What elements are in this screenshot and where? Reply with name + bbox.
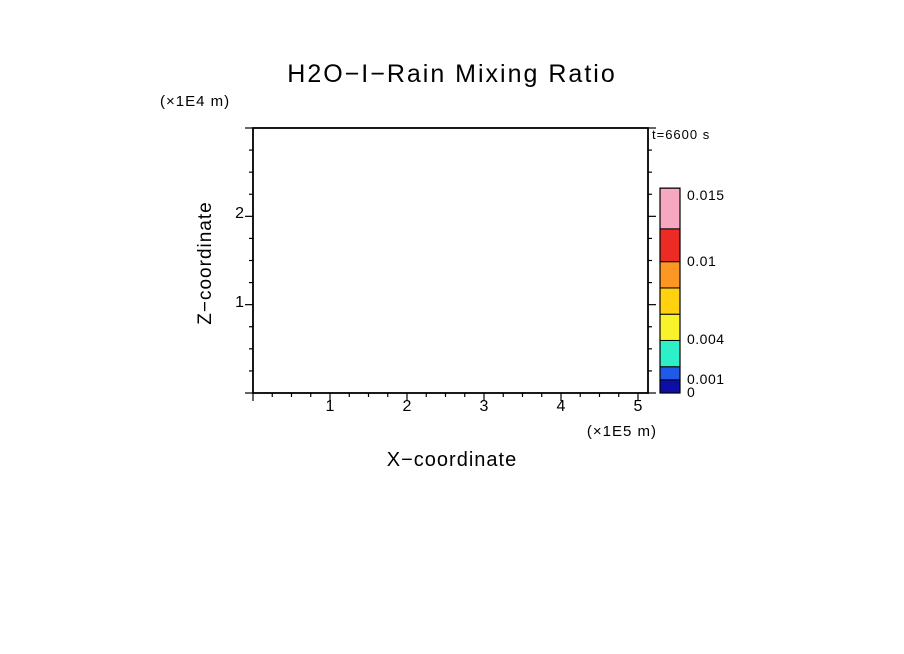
colorbar-segment [659, 379, 681, 394]
z-tick-label: 1 [235, 293, 244, 311]
colorbar-tick-label: 0.001 [687, 370, 725, 387]
x-tick-label: 3 [479, 398, 489, 415]
colorbar-tick-label: 0 [687, 384, 696, 400]
x-tick-label: 4 [556, 398, 566, 415]
chart-title: H2O−I−Rain Mixing Ratio [287, 60, 617, 88]
x-tick-label: 5 [633, 398, 643, 415]
z-axis-unit-label: (×1E4 m) [160, 93, 231, 110]
time-annotation: t=6600 s [652, 127, 711, 142]
colorbar-segment [659, 187, 681, 230]
x-tick-label: 2 [402, 398, 412, 415]
colorbar-segment [659, 313, 681, 341]
x-axis-title: X−coordinate [386, 449, 518, 471]
x-axis-unit-label: (×1E5 m) [586, 423, 657, 440]
plot-frame [252, 127, 649, 394]
z-tick-label: 2 [235, 205, 244, 223]
colorbar-outline [659, 187, 681, 394]
colorbar-segment [659, 261, 681, 289]
colorbar-segment [659, 366, 681, 381]
colorbar-tick-label: 0.01 [687, 252, 717, 269]
colorbar-segment [659, 228, 681, 263]
x-tick-label: 1 [325, 398, 335, 415]
colorbar-segment [659, 287, 681, 315]
colorbar-segment [659, 339, 681, 368]
colorbar-tick-label: 0.015 [687, 187, 725, 203]
colorbar-tick-label: 0.004 [687, 331, 725, 348]
